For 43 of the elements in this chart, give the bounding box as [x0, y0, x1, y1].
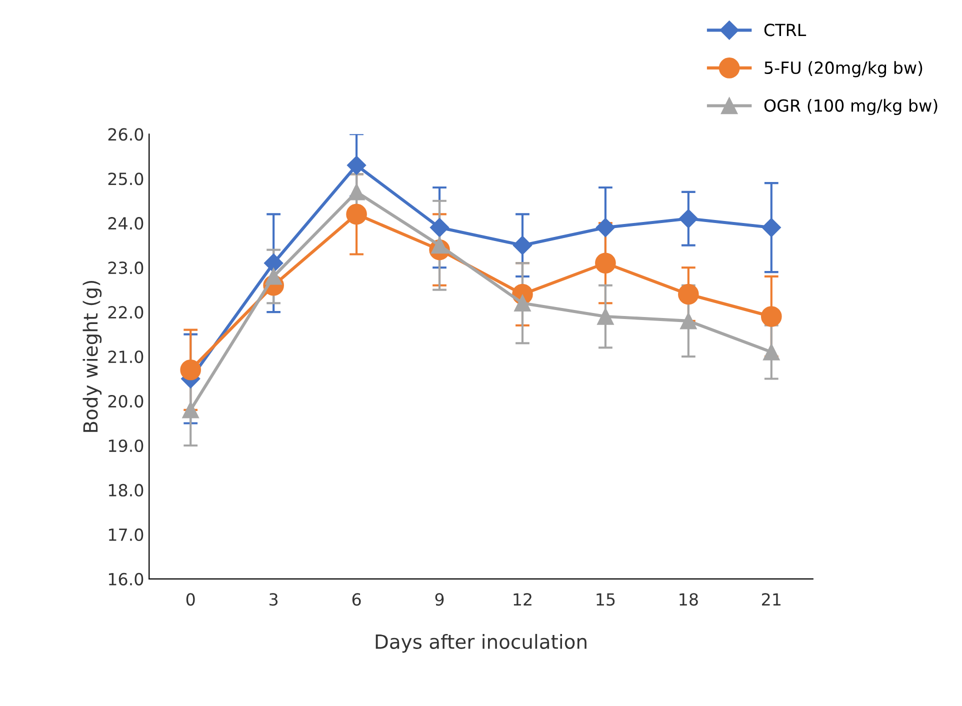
y-tick-label: 17.0	[108, 528, 144, 542]
y-tick-label: 26.0	[108, 128, 144, 141]
point	[763, 344, 780, 360]
legend-label: CTRL	[764, 24, 806, 36]
point	[678, 209, 698, 228]
x-axis-title: Days after inoculation	[376, 634, 586, 653]
x-tick-label: 21	[762, 593, 780, 606]
y-tick-label: 18.0	[108, 484, 144, 497]
point	[430, 218, 450, 238]
y-tick-label: 23.0	[108, 262, 144, 274]
y-tick-label: 21.0	[108, 350, 144, 364]
x-tick-label: 18	[680, 593, 698, 606]
point	[760, 306, 782, 327]
point	[678, 284, 699, 305]
y-tick-label: 25.0	[108, 172, 144, 186]
point	[265, 268, 282, 285]
y-axis-title: Body wieght (g)	[82, 280, 102, 432]
point	[347, 156, 366, 175]
x-tick-label: 15	[596, 593, 615, 606]
point	[596, 218, 615, 238]
point	[348, 184, 365, 200]
x-tick-label: 0	[186, 593, 195, 606]
point	[762, 218, 781, 238]
y-tick-label: 22.0	[108, 306, 144, 319]
y-tick-label: 16.0	[108, 572, 144, 586]
y-tick-label: 19.0	[108, 439, 144, 452]
point	[514, 294, 531, 312]
point	[264, 254, 284, 273]
x-tick-label: 6	[352, 593, 361, 606]
x-tick-label: 12	[514, 593, 532, 606]
point	[680, 312, 697, 330]
point	[346, 204, 367, 225]
legend-label: 5-FU (20mg/kg bw)	[764, 61, 922, 78]
y-tick-label: 20.0	[108, 394, 144, 408]
point	[180, 359, 202, 380]
legend-label: OGR (100 mg/kg bw)	[764, 98, 938, 116]
x-tick-label: 9	[435, 593, 444, 606]
x-tick-label: 3	[270, 593, 278, 606]
point	[597, 308, 614, 325]
point	[512, 236, 532, 255]
y-tick-label: 24.0	[108, 217, 144, 230]
point	[595, 252, 616, 274]
point	[182, 402, 199, 418]
